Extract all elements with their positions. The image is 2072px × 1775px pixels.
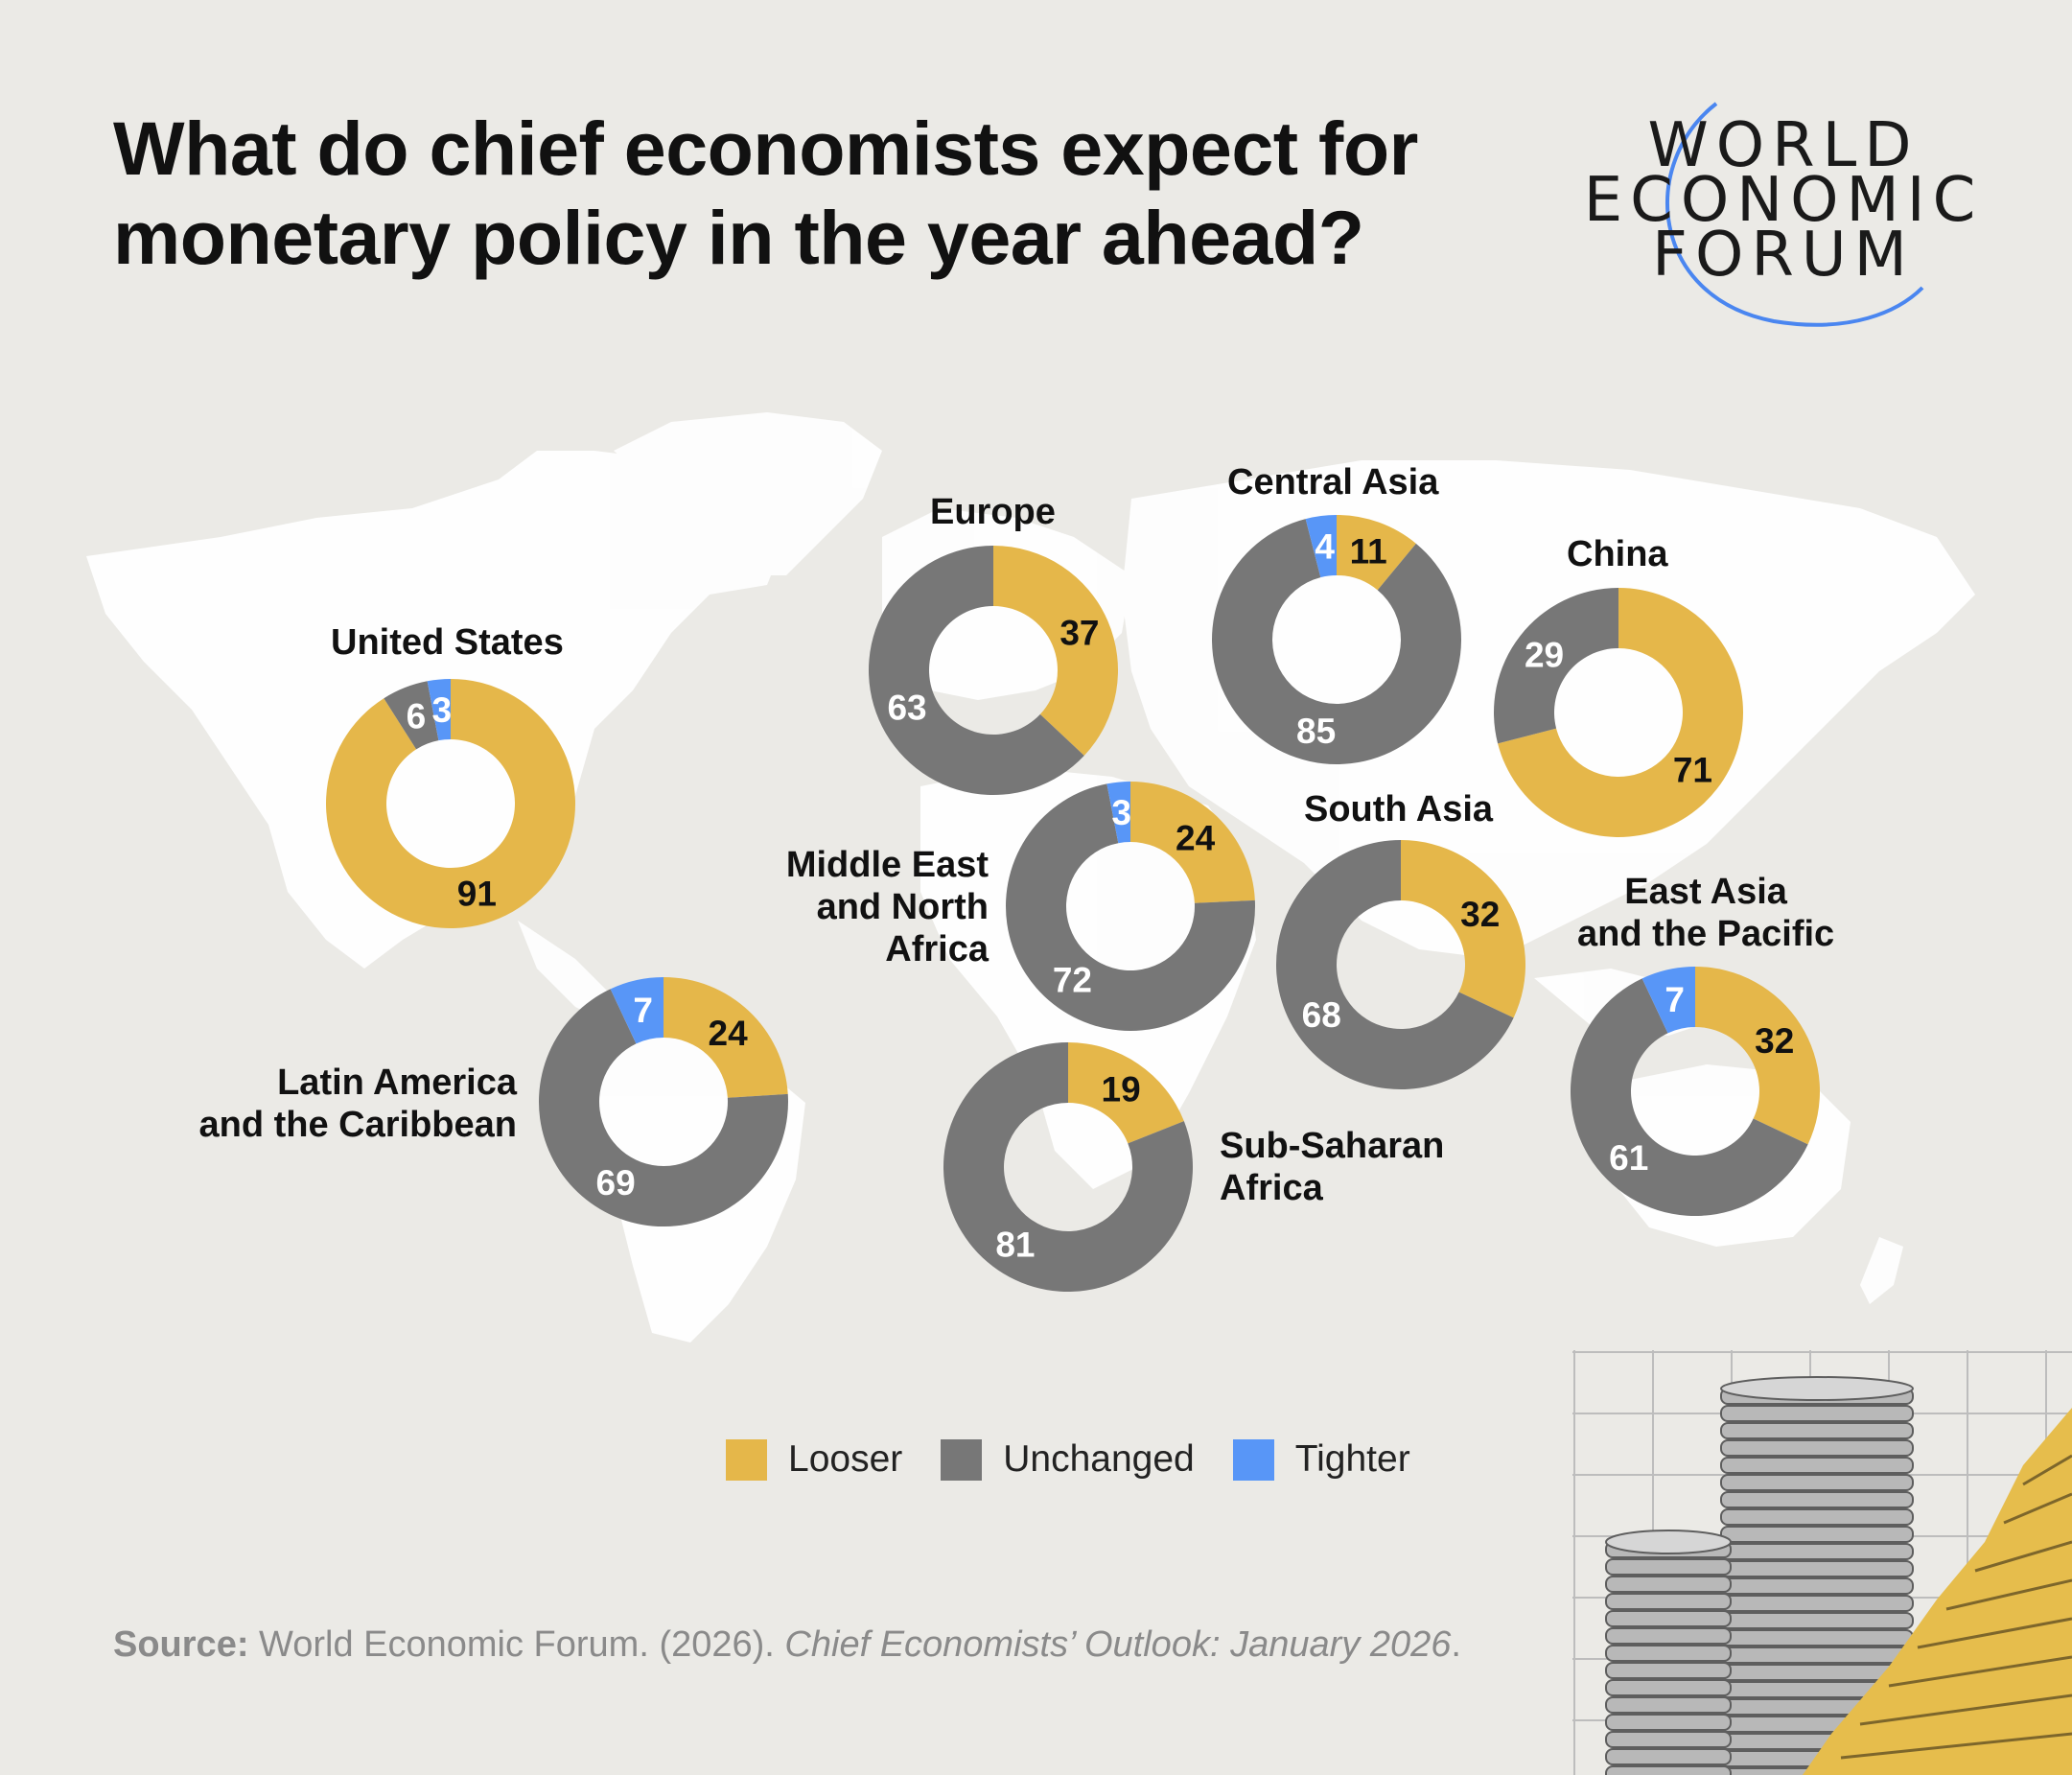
- legend-label-looser: Looser: [788, 1438, 903, 1480]
- data-label-sub-saharan-africa-unchanged: 81: [995, 1226, 1035, 1265]
- legend: Looser Unchanged Tighter: [726, 1436, 1449, 1483]
- region-label-sub-saharan-africa: Sub-Saharan Africa: [1220, 1126, 1445, 1208]
- donut-segment-latin-america-caribbean-unchanged: [539, 989, 788, 1226]
- source-suffix: .: [1451, 1624, 1461, 1665]
- data-label-united-states-unchanged: 6: [407, 696, 427, 736]
- region-label-latin-america-caribbean: Latin America and the Caribbean: [198, 1063, 518, 1145]
- data-label-united-states-looser: 91: [457, 875, 497, 914]
- donut-segment-middle-east-north-africa-tighter: [1106, 782, 1130, 844]
- region-label-east-asia-pacific: East Asia and the Pacific: [1577, 872, 1835, 954]
- donut-segment-central-asia-unchanged: [1212, 519, 1462, 764]
- data-label-central-asia-looser: 11: [1350, 531, 1387, 571]
- source-publication: Chief Economists’ Outlook: January 2026: [784, 1624, 1452, 1665]
- data-label-united-states-tighter: 3: [431, 690, 452, 730]
- wef-logo: WORLD ECONOMIC FORUM: [1582, 96, 1985, 336]
- donut-segment-middle-east-north-africa-unchanged: [1006, 783, 1256, 1031]
- region-label-middle-east-north-africa: Middle East and North Africa: [785, 845, 989, 969]
- donut-segment-east-asia-pacific-unchanged: [1571, 978, 1808, 1216]
- donut-segment-east-asia-pacific-tighter: [1641, 967, 1695, 1034]
- donut-segment-united-states-unchanged: [384, 681, 439, 750]
- legend-swatch-looser: [726, 1438, 767, 1481]
- data-label-east-asia-pacific-unchanged: 61: [1609, 1138, 1648, 1178]
- donut-segment-europe-unchanged: [869, 546, 1084, 795]
- region-label-united-states: United States: [331, 622, 564, 663]
- donut-segment-latin-america-caribbean-tighter: [610, 977, 664, 1044]
- data-label-china-looser: 71: [1673, 751, 1712, 790]
- data-label-central-asia-tighter: 4: [1315, 526, 1335, 566]
- data-label-middle-east-north-africa-unchanged: 72: [1053, 961, 1092, 1000]
- region-label-china: China: [1567, 534, 1668, 574]
- legend-swatch-tighter: [1232, 1438, 1274, 1481]
- logo-arc-icon: [1665, 102, 1924, 327]
- donut-segment-europe-looser: [993, 546, 1119, 756]
- data-label-south-asia-unchanged: 68: [1302, 995, 1341, 1035]
- donut-segment-sub-saharan-africa-unchanged: [943, 1042, 1194, 1293]
- donut-segment-sub-saharan-africa-looser: [1068, 1042, 1184, 1144]
- donut-segment-central-asia-tighter: [1305, 515, 1337, 578]
- source-text: World Economic Forum. (2026).: [248, 1624, 785, 1665]
- region-label-europe: Europe: [930, 492, 1056, 532]
- data-label-central-asia-unchanged: 85: [1296, 712, 1336, 751]
- logo-line-economic: ECONOMIC: [1583, 165, 1984, 236]
- donut-segment-united-states-looser: [325, 679, 576, 928]
- legend-swatch-unchanged: [941, 1438, 983, 1481]
- data-label-east-asia-pacific-looser: 32: [1755, 1021, 1794, 1061]
- coins-banknote-illustration: [1572, 1350, 2072, 1775]
- legend-item-tighter: Tighter: [1232, 1438, 1410, 1481]
- title-line-2: monetary policy in the year ahead?: [113, 195, 1364, 280]
- legend-label-tighter: Tighter: [1294, 1438, 1410, 1480]
- legend-item-looser: Looser: [726, 1438, 902, 1481]
- title-line-1: What do chief economists expect for: [113, 105, 1418, 191]
- donut-segment-china-unchanged: [1494, 588, 1618, 744]
- legend-label-unchanged: Unchanged: [1003, 1438, 1195, 1480]
- data-label-europe-looser: 37: [1059, 614, 1099, 653]
- data-label-sub-saharan-africa-looser: 19: [1102, 1069, 1141, 1109]
- source-prefix: Source:: [113, 1624, 249, 1665]
- donut-segment-south-asia-unchanged: [1276, 840, 1514, 1089]
- logo-line-forum: FORUM: [1652, 220, 1915, 291]
- data-label-china-unchanged: 29: [1525, 635, 1564, 674]
- data-label-middle-east-north-africa-looser: 24: [1176, 819, 1216, 858]
- chart-title: What do chief economists expect for mone…: [113, 104, 1455, 282]
- donut-segment-south-asia-looser: [1401, 840, 1525, 1018]
- donut-segment-china-looser: [1498, 588, 1743, 837]
- source-note: Source: World Economic Forum. (2026). Ch…: [113, 1624, 1461, 1666]
- data-label-east-asia-pacific-tighter: 7: [1665, 980, 1685, 1019]
- region-label-central-asia: Central Asia: [1227, 462, 1439, 502]
- donut-segment-united-states-tighter: [427, 679, 451, 741]
- data-label-south-asia-looser: 32: [1460, 895, 1500, 934]
- region-label-south-asia: South Asia: [1304, 789, 1494, 829]
- data-label-middle-east-north-africa-tighter: 3: [1111, 793, 1131, 832]
- donut-segment-middle-east-north-africa-looser: [1130, 781, 1255, 903]
- donut-segment-latin-america-caribbean-looser: [664, 977, 788, 1098]
- data-label-latin-america-caribbean-tighter: 7: [633, 991, 653, 1030]
- donut-segment-east-asia-pacific-looser: [1695, 967, 1820, 1145]
- data-label-latin-america-caribbean-unchanged: 69: [596, 1163, 636, 1203]
- data-label-europe-unchanged: 63: [887, 688, 926, 727]
- data-label-latin-america-caribbean-looser: 24: [709, 1014, 749, 1053]
- legend-item-unchanged: Unchanged: [941, 1438, 1195, 1481]
- logo-line-world: WORLD: [1647, 110, 1920, 181]
- donut-segment-central-asia-looser: [1337, 515, 1416, 591]
